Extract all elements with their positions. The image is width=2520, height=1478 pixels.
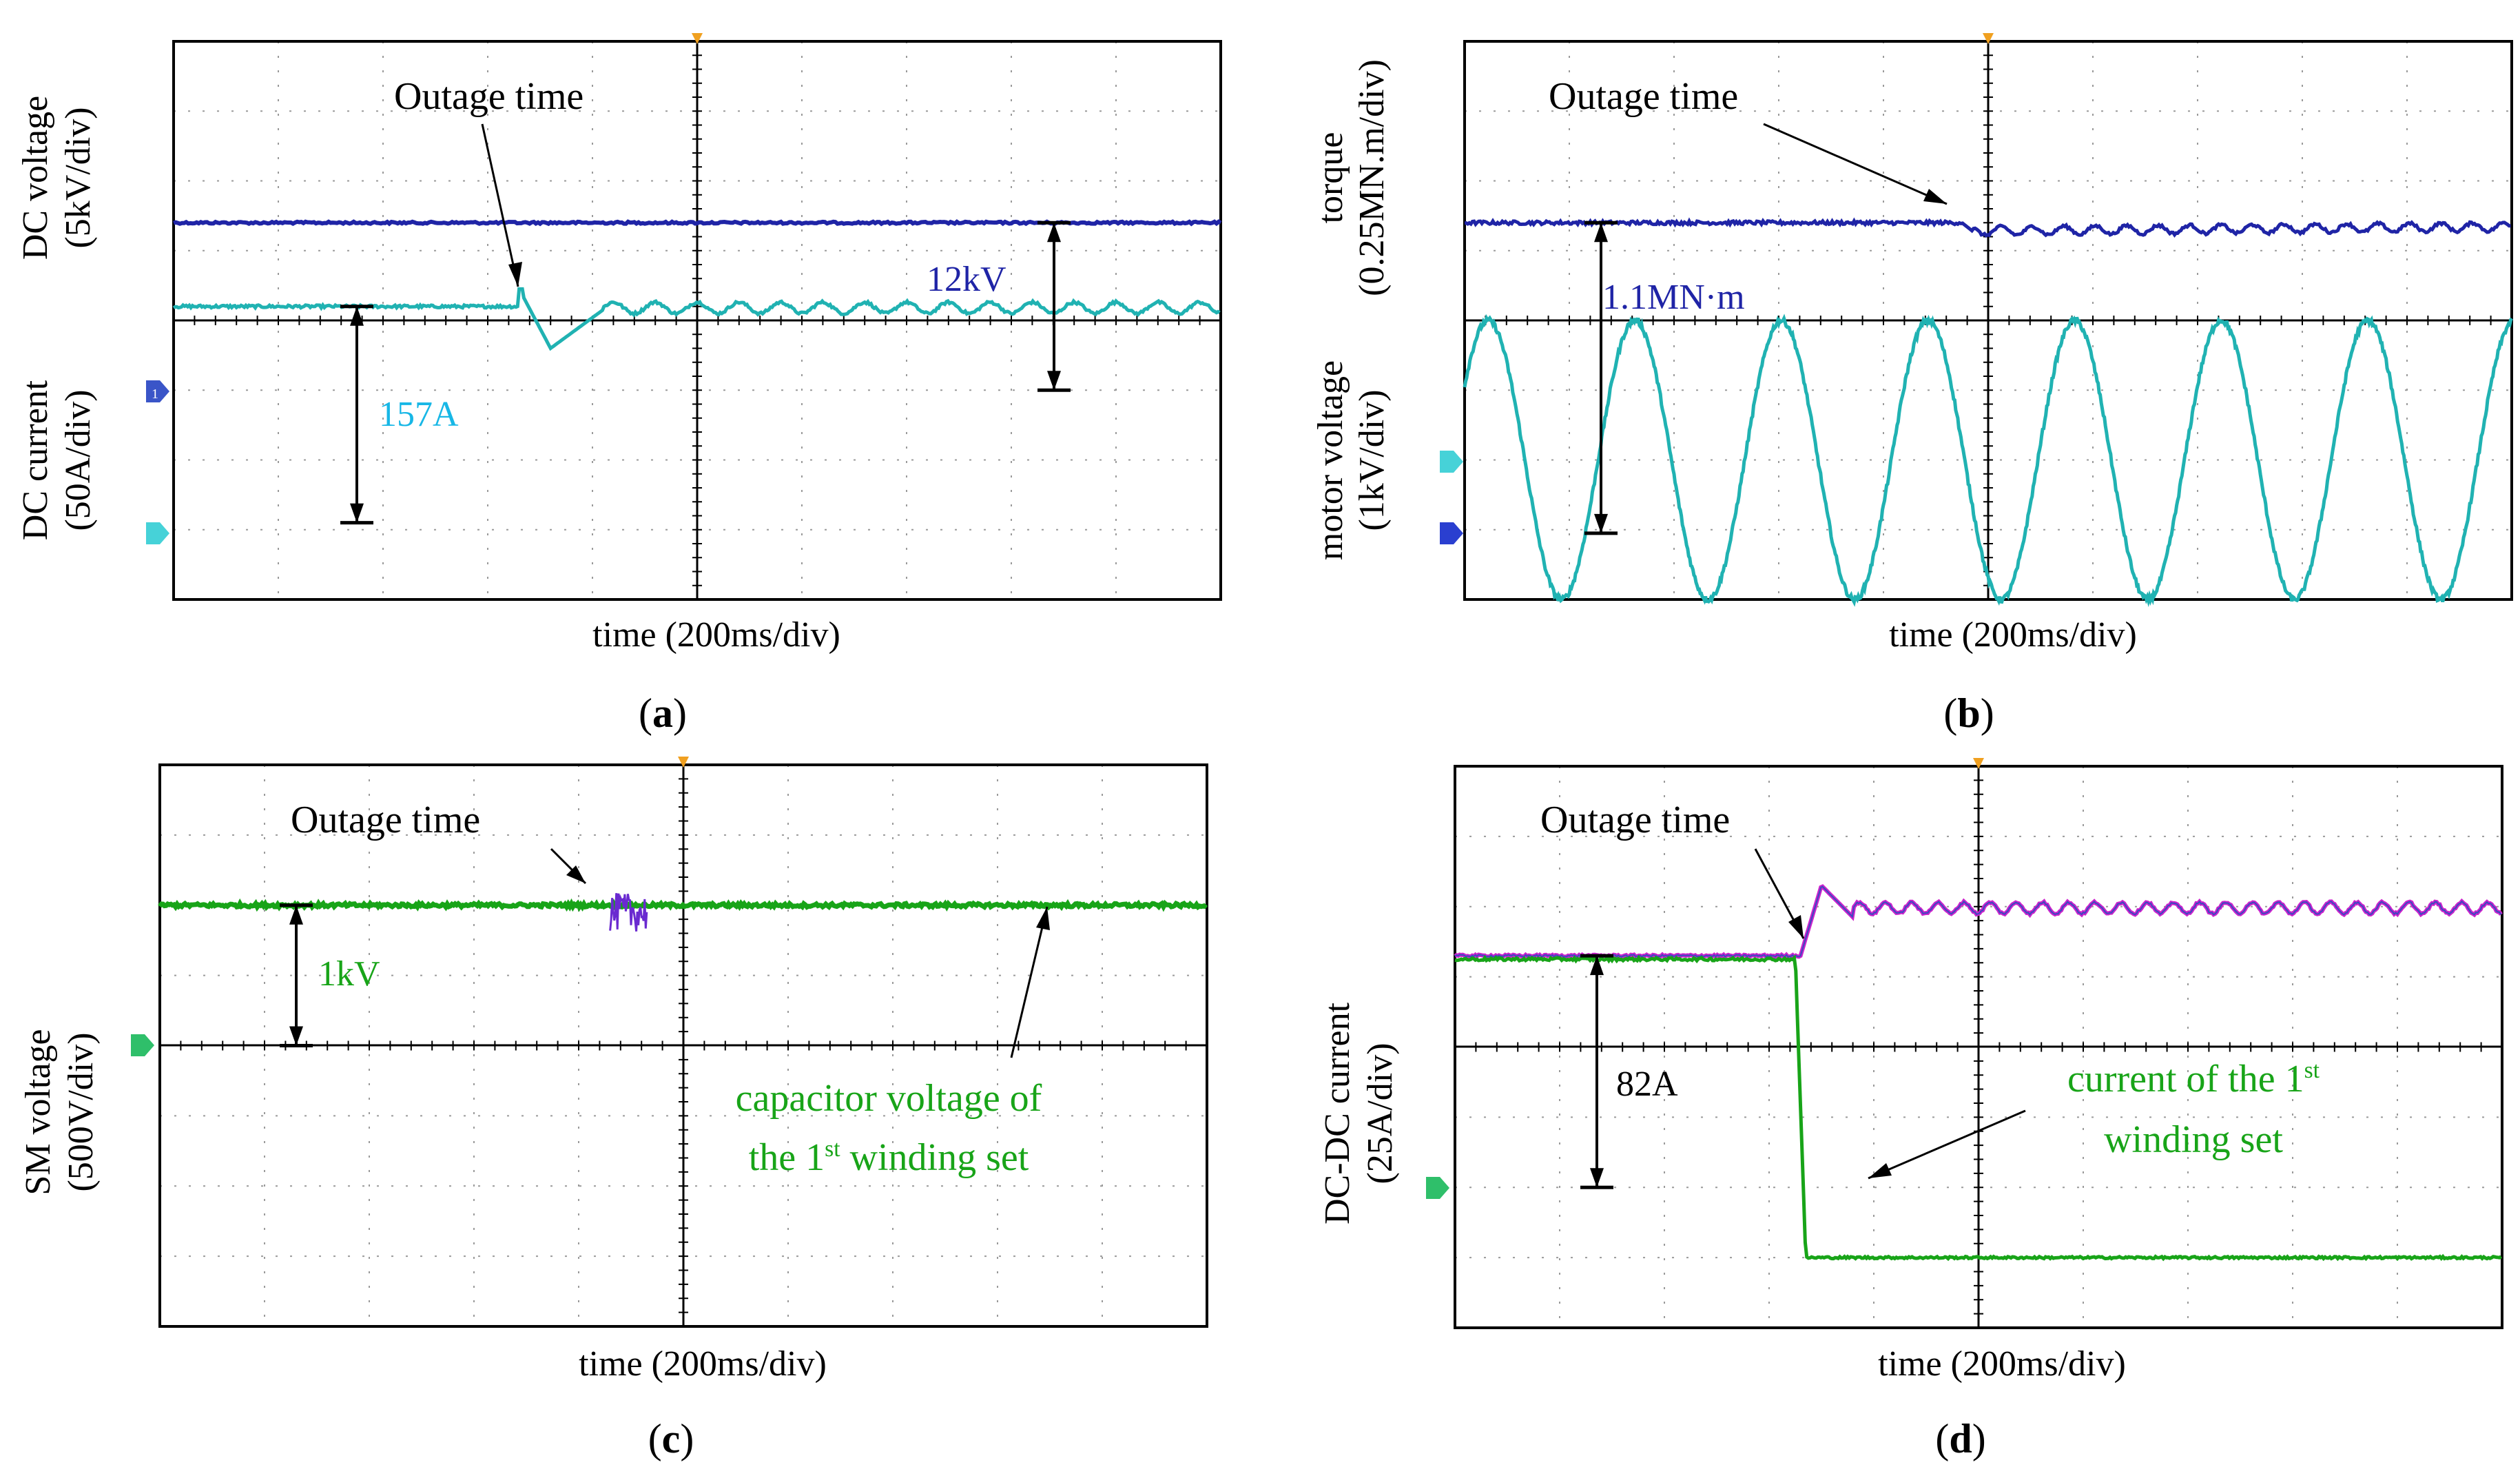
panel-d: 82A Outage time current of the 1st windi… — [1318, 758, 2503, 1461]
panel-caption: (a) — [639, 690, 687, 736]
y-label-bottom-line2: (1kV/div) — [1352, 389, 1392, 531]
series-line-sm-voltage — [158, 898, 1208, 912]
y-label-line2: (25A/div) — [1361, 1043, 1400, 1184]
annotation-arrowhead — [1788, 915, 1804, 938]
panel-b: 1.1MN·m Outage time torque (0.25MN.m/div… — [1311, 33, 2514, 736]
channel-marker — [1426, 1177, 1449, 1199]
y-label-top-line2: (0.25MN.m/div) — [1352, 59, 1392, 296]
annotation-capacitor-line2: the 1st winding set — [749, 1136, 1029, 1179]
annotation-arrow — [1010, 906, 1049, 1058]
annotation-arrowhead — [1923, 189, 1947, 204]
trigger-marker — [1983, 33, 1994, 44]
annotation-text-sup: st — [2304, 1058, 2320, 1083]
measurement-1.1MNm — [1584, 220, 1618, 535]
annotation-arrow — [481, 123, 519, 287]
plot-grid — [1465, 41, 2512, 599]
panel-c: 1kV Outage time capacitor voltage of the… — [19, 757, 1208, 1461]
series-line-other-windings-current-overlay — [1454, 885, 2502, 958]
annotation-current-line1: current of the 1st — [2067, 1058, 2320, 1100]
channel-marker-2 — [146, 522, 169, 544]
x-axis-label: time (200ms/div) — [592, 615, 840, 655]
measurement-arrowhead — [350, 503, 364, 523]
panel-a: 1 157A 12kV Outage time DC voltage (5kV/… — [16, 33, 1222, 736]
x-axis-label: time (200ms/div) — [1878, 1344, 2126, 1384]
y-label-bottom-line2: (50A/div) — [59, 389, 98, 531]
measurement-157A — [340, 305, 373, 525]
y-label-bottom-line1: motor voltage — [1311, 360, 1350, 560]
x-axis-label: time (200ms/div) — [1889, 615, 2137, 655]
annotation-arrowhead — [1868, 1163, 1892, 1178]
y-label-line2: (500V/div) — [61, 1032, 101, 1191]
svg-text:1: 1 — [152, 387, 158, 402]
trigger-marker — [678, 757, 689, 768]
measurement-arrowhead — [1594, 223, 1608, 243]
measurement-arrowhead — [1594, 513, 1608, 533]
series-line-first-winding-current — [1454, 954, 2502, 1262]
annotation-text-sup: st — [825, 1136, 840, 1162]
annotation-arrowhead — [1036, 907, 1050, 930]
y-label-bottom-line1: DC current — [16, 380, 55, 540]
measurement-arrowhead — [1590, 956, 1604, 976]
measurement-label-157A: 157A — [379, 395, 459, 434]
panel-caption: (d) — [1935, 1416, 1985, 1461]
measurement-arrowhead — [350, 306, 364, 326]
measurement-arrowhead — [1590, 1168, 1604, 1188]
measurement-label-1kV: 1kV — [318, 954, 380, 994]
channel-marker — [131, 1034, 154, 1056]
panel-caption: (b) — [1943, 690, 1994, 736]
measurement-arrowhead — [1047, 223, 1061, 243]
annotation-text-pre: the 1 — [749, 1136, 825, 1179]
channel-marker-1 — [1440, 522, 1463, 544]
y-label-top-line2: (5kV/div) — [59, 107, 98, 248]
channel-marker-2 — [1440, 451, 1463, 473]
annotation-outage-time: Outage time — [394, 75, 583, 118]
trigger-marker — [692, 33, 703, 44]
measurement-arrowhead — [289, 905, 303, 925]
channel-marker-1: 1 — [146, 380, 169, 402]
annotation-outage-time: Outage time — [291, 799, 480, 841]
annotation-text-post: winding set — [840, 1136, 1029, 1179]
y-label-top-line1: torque — [1311, 132, 1350, 224]
series-line-motor-voltage — [1463, 314, 2514, 608]
measurement-label-82A: 82A — [1616, 1065, 1678, 1104]
y-label-top-line1: DC voltage — [16, 96, 55, 260]
measurement-12kV — [1037, 220, 1071, 392]
measurement-82A — [1580, 954, 1613, 1189]
annotation-outage-time: Outage time — [1549, 75, 1738, 118]
series-line-torque — [1464, 217, 2511, 238]
annotation-text-pre: current of the 1 — [2067, 1058, 2304, 1100]
measurement-label-1.1MNm: 1.1MN·m — [1602, 278, 1745, 317]
y-label-line1: DC-DC current — [1318, 1002, 1357, 1224]
annotation-current-line2: winding set — [2104, 1118, 2283, 1161]
x-axis-label: time (200ms/div) — [579, 1344, 827, 1384]
measurement-arrowhead — [289, 1026, 303, 1046]
annotation-arrow — [1763, 123, 1948, 205]
panel-caption: (c) — [648, 1416, 694, 1461]
y-label-line1: SM voltage — [19, 1029, 58, 1195]
series-burst — [609, 893, 648, 932]
annotation-capacitor-line1: capacitor voltage of — [736, 1077, 1042, 1120]
annotation-arrow — [1868, 1109, 2026, 1180]
annotation-arrowhead — [508, 262, 522, 287]
trigger-marker — [1973, 758, 1984, 769]
measurement-arrowhead — [1047, 371, 1061, 391]
measurement-label-12kV: 12kV — [927, 260, 1006, 299]
annotation-arrowhead — [566, 865, 586, 883]
annotation-outage-time: Outage time — [1540, 799, 1730, 841]
measurement-1kV — [280, 903, 313, 1047]
